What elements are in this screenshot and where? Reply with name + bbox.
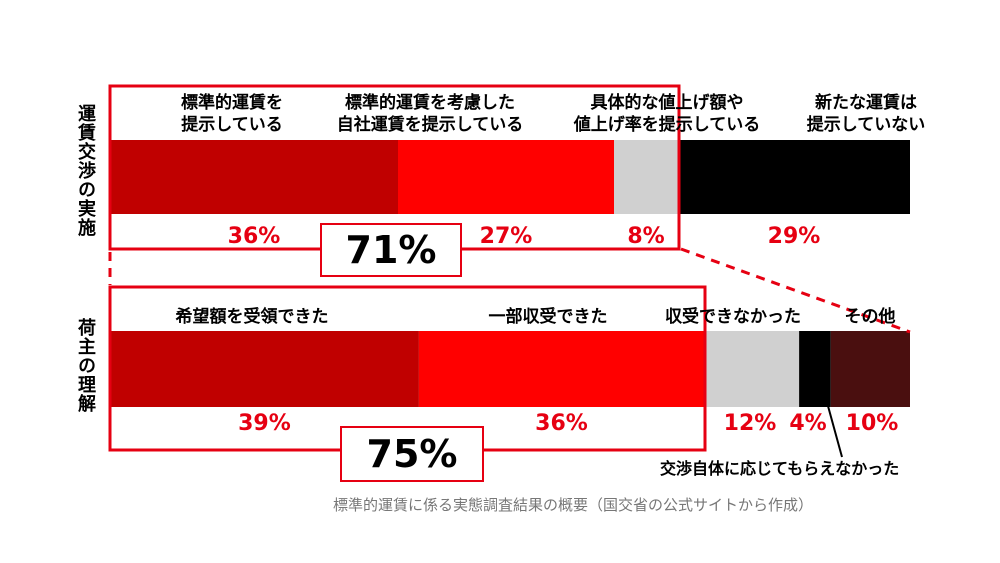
category-label: 希望額を受領できた bbox=[175, 307, 329, 327]
dashed-connector-right bbox=[680, 247, 911, 334]
value-label: 4% bbox=[789, 411, 827, 436]
category-label: 具体的な値上げ額や 値上げ率を提示している bbox=[573, 93, 761, 135]
total-box-shipper: 75% bbox=[340, 426, 484, 482]
value-label: 8% bbox=[627, 224, 665, 249]
bar-segment bbox=[418, 331, 705, 407]
category-label: 標準的運賃を考慮した 自社運賃を提示している bbox=[336, 93, 524, 135]
bar-segment bbox=[110, 331, 419, 407]
value-label: 36% bbox=[227, 224, 281, 249]
bar-segment bbox=[614, 140, 678, 214]
row-label-negotiation: 運賃交渉の実施 bbox=[75, 104, 96, 237]
callout-pointer bbox=[827, 405, 843, 458]
bar-segment bbox=[830, 331, 910, 407]
row-label-shipper: 荷主の理解 bbox=[75, 318, 96, 413]
bar-segment bbox=[110, 140, 398, 214]
category-label: 一部収受できた bbox=[488, 307, 608, 327]
value-label: 10% bbox=[845, 411, 899, 436]
value-label: 29% bbox=[767, 224, 821, 249]
bar-segment bbox=[799, 331, 831, 407]
value-label: 12% bbox=[723, 411, 777, 436]
category-label: その他 bbox=[844, 307, 896, 327]
value-label: 27% bbox=[479, 224, 533, 249]
category-label: 新たな運賃は 提示していない bbox=[806, 93, 926, 135]
category-label: 収受できなかった bbox=[665, 307, 801, 327]
source-note: 標準的運賃に係る実態調査結果の概要（国交省の公式サイトから作成） bbox=[333, 496, 814, 514]
value-label: 36% bbox=[535, 411, 588, 436]
total-box-negotiation: 71% bbox=[320, 223, 462, 277]
bar-segment bbox=[398, 140, 614, 214]
category-label: 標準的運賃を 提示している bbox=[181, 93, 283, 135]
value-label: 39% bbox=[238, 411, 291, 436]
bar-segment bbox=[678, 140, 910, 214]
bar-segment bbox=[704, 331, 800, 407]
callout-label: 交渉自体に応じてもらえなかった bbox=[660, 459, 900, 478]
